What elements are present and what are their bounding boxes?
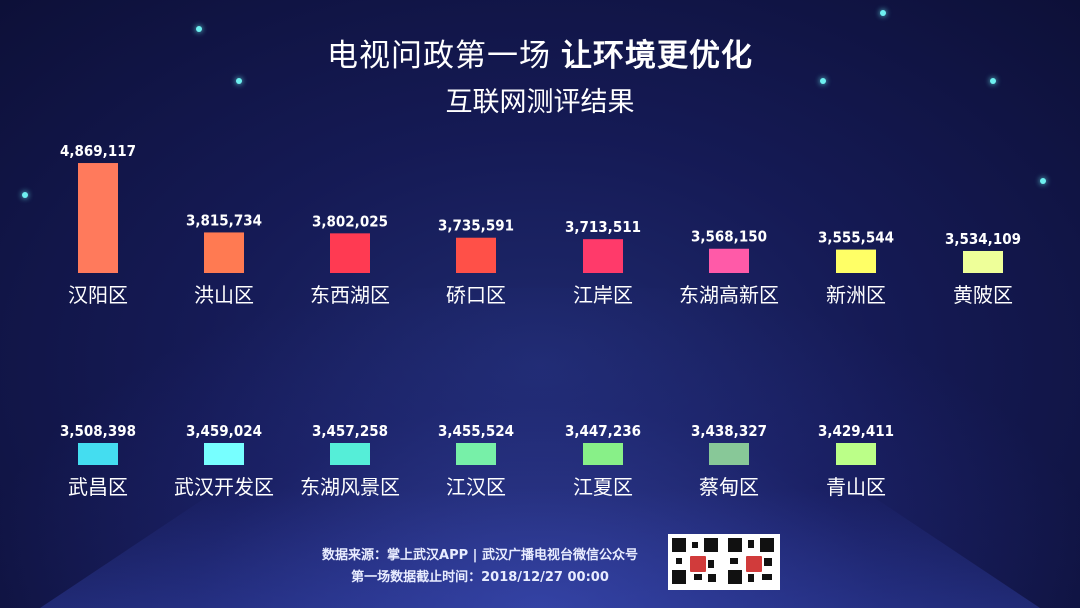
decor-dot xyxy=(196,26,202,32)
bar-value-label: 4,869,117 xyxy=(60,142,136,160)
bar-value-label: 3,555,544 xyxy=(818,229,894,247)
bar xyxy=(204,232,244,273)
title-part2: 让环境更优化 xyxy=(561,38,753,74)
bar-value-label: 3,429,411 xyxy=(818,422,894,440)
decor-dot xyxy=(880,10,886,16)
bar-value-label: 3,455,524 xyxy=(438,422,514,440)
bar xyxy=(78,163,118,273)
bar xyxy=(709,248,749,273)
bar xyxy=(78,443,118,465)
bar xyxy=(836,249,876,273)
category-label: 新洲区 xyxy=(826,283,886,307)
bar-value-label: 3,457,258 xyxy=(312,422,388,440)
bar xyxy=(963,250,1003,273)
bar xyxy=(330,443,370,465)
bar xyxy=(330,233,370,273)
decor-dot xyxy=(990,78,996,84)
decor-dot xyxy=(820,78,826,84)
title-part1: 电视问政第一场 xyxy=(327,38,551,74)
category-label: 江岸区 xyxy=(573,283,633,307)
bar-value-label: 3,508,398 xyxy=(60,422,136,440)
bar-value-label: 3,735,591 xyxy=(438,217,514,235)
bar xyxy=(456,237,496,273)
decor-dot xyxy=(22,192,28,198)
category-label: 武汉开发区 xyxy=(174,475,274,499)
category-label: 青山区 xyxy=(826,475,886,499)
footer-source: 数据来源：掌上武汉APP | 武汉广播电视台微信公众号 xyxy=(322,548,638,563)
bar-value-label: 3,459,024 xyxy=(186,422,262,440)
bar-value-label: 3,568,150 xyxy=(691,228,767,246)
bar-value-label: 3,447,236 xyxy=(565,422,641,440)
bar-value-label: 3,815,734 xyxy=(186,211,262,229)
bar-value-label: 3,713,511 xyxy=(565,218,641,236)
qr-code-wechat xyxy=(724,534,780,590)
decor-dot xyxy=(236,78,242,84)
bar-value-label: 3,438,327 xyxy=(691,422,767,440)
bar xyxy=(583,239,623,273)
footer-cutoff: 第一场数据截止时间：2018/12/27 00:00 xyxy=(351,570,609,585)
category-label: 江夏区 xyxy=(573,475,633,499)
category-label: 东湖风景区 xyxy=(300,475,400,499)
bar-value-label: 3,802,025 xyxy=(312,212,388,230)
category-label: 洪山区 xyxy=(194,283,254,307)
chart-title: 电视问政第一场 让环境更优化 xyxy=(0,30,1080,75)
category-label: 东西湖区 xyxy=(310,283,390,307)
category-label: 江汉区 xyxy=(446,475,506,499)
category-label: 黄陂区 xyxy=(953,283,1013,307)
decor-dot xyxy=(1040,178,1046,184)
bar-value-label: 3,534,109 xyxy=(945,230,1021,248)
category-label: 东湖高新区 xyxy=(679,283,779,307)
category-label: 武昌区 xyxy=(68,475,128,499)
category-label: 蔡甸区 xyxy=(699,475,759,499)
bar xyxy=(709,443,749,465)
qr-code-app xyxy=(668,534,724,590)
category-label: 汉阳区 xyxy=(68,283,128,307)
bar xyxy=(204,443,244,465)
bar xyxy=(836,443,876,465)
chart-subtitle: 互联网测评结果 xyxy=(445,87,635,118)
bar xyxy=(583,443,623,465)
bar xyxy=(456,443,496,465)
category-label: 硚口区 xyxy=(446,283,506,307)
